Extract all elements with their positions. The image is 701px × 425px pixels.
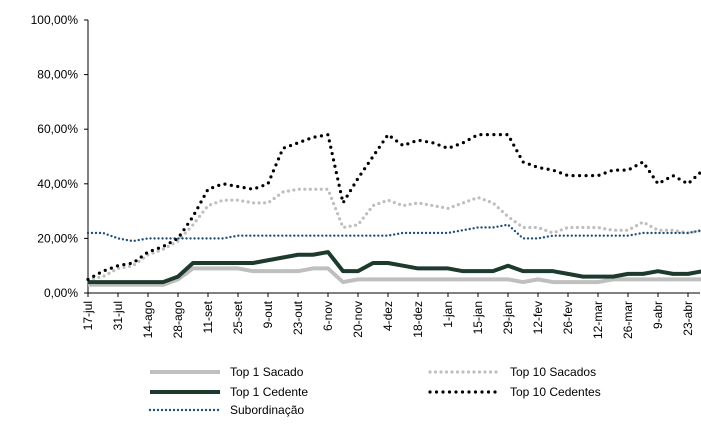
x-tick-label: 20-nov — [351, 301, 365, 338]
series-line — [88, 266, 701, 287]
x-tick-label: 23-abr — [681, 301, 695, 336]
series-line — [86, 187, 701, 281]
x-tick-label: 26-mar — [621, 301, 635, 339]
x-tick-label: 26-fev — [561, 301, 575, 334]
x-tick-label: 29-jan — [501, 301, 515, 334]
x-tick-label: 11-set — [201, 300, 215, 333]
legend-label: Subordinação — [230, 403, 304, 417]
x-tick-label: 6-nov — [321, 301, 335, 331]
legend-label: Top 10 Cedentes — [510, 385, 601, 399]
x-tick-label: 12-mar — [591, 301, 605, 339]
legend-label: Top 1 Sacado — [230, 365, 304, 379]
y-tick-label: 0,00% — [44, 286, 78, 300]
x-tick-label: 23-out — [291, 300, 305, 335]
x-tick-label: 31-jul — [111, 301, 125, 330]
x-tick-label: 18-dez — [411, 301, 425, 338]
legend-label: Top 1 Cedente — [230, 385, 308, 399]
x-tick-label: 12-fev — [531, 301, 545, 334]
x-tick-label: 1-jan — [441, 301, 455, 328]
x-tick-label: 4-dez — [381, 301, 395, 331]
x-tick-label: 9-out — [261, 300, 275, 328]
series-line — [86, 133, 701, 281]
x-tick-label: 14-ago — [141, 301, 155, 339]
y-tick-label: 60,00% — [37, 122, 78, 136]
series-line — [88, 250, 701, 285]
y-tick-label: 80,00% — [37, 68, 78, 82]
x-tick-label: 25-set — [231, 300, 245, 334]
legend-label: Top 10 Sacados — [510, 365, 596, 379]
x-tick-label: 28-ago — [171, 301, 185, 339]
y-tick-label: 40,00% — [37, 177, 78, 191]
x-tick-label: 15-jan — [471, 301, 485, 334]
x-tick-label: 9-abr — [651, 301, 665, 329]
y-tick-label: 20,00% — [37, 231, 78, 245]
y-tick-label: 100,00% — [31, 13, 79, 27]
series-line — [86, 223, 701, 243]
x-tick-label: 17-jul — [81, 301, 95, 330]
